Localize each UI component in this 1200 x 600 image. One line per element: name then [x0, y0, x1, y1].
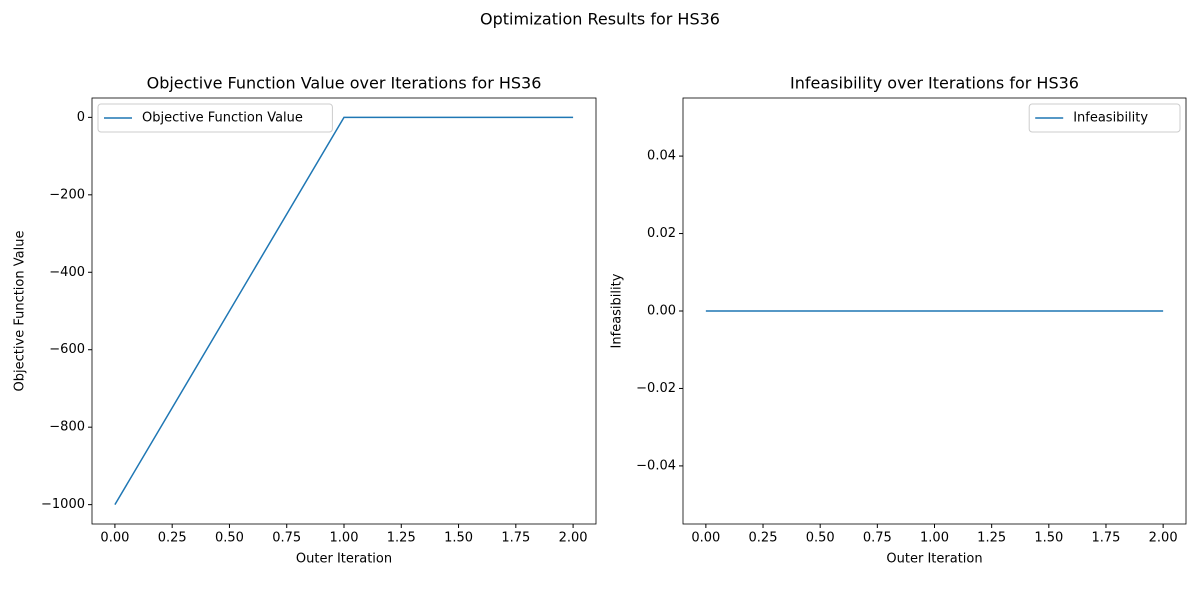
x-tick-label: 1.75 [1092, 531, 1121, 546]
x-tick-label: 0.75 [863, 531, 892, 546]
y-tick-label: −400 [49, 265, 85, 280]
chart-title: Objective Function Value over Iterations… [147, 74, 542, 93]
x-tick-label: 1.00 [920, 531, 949, 546]
x-axis-label: Outer Iteration [296, 552, 392, 567]
x-tick-label: 2.00 [1149, 531, 1178, 546]
y-tick-label: −600 [49, 342, 85, 357]
x-tick-label: 0.00 [691, 531, 720, 546]
y-axis-label: Objective Function Value [13, 231, 28, 392]
y-tick-label: 0 [77, 110, 85, 125]
x-tick-label: 1.50 [1034, 531, 1063, 546]
plot-frame [91, 97, 597, 525]
x-axis-label: Outer Iteration [886, 552, 982, 567]
x-tick-label: 0.25 [158, 531, 187, 546]
figure-title: Optimization Results for HS36 [480, 10, 720, 29]
x-tick-label: 1.00 [330, 531, 359, 546]
legend-box [97, 103, 333, 133]
y-tick-label: −1000 [41, 497, 85, 512]
x-tick-label: 0.00 [100, 531, 129, 546]
series-line [114, 116, 574, 506]
y-tick-label: −0.04 [636, 458, 676, 473]
chart-title: Infeasibility over Iterations for HS36 [790, 74, 1079, 93]
x-tick-label: 1.50 [444, 531, 473, 546]
legend-label: Infeasibility [1073, 111, 1148, 126]
legend-box [1028, 103, 1181, 133]
y-tick-label: 0.04 [647, 149, 676, 164]
y-tick-label: −200 [49, 187, 85, 202]
x-tick-label: 0.25 [749, 531, 778, 546]
x-tick-label: 0.50 [806, 531, 835, 546]
plot-frame [682, 97, 1187, 525]
legend-label: Objective Function Value [142, 111, 303, 126]
y-axis-label: Infeasibility [610, 273, 625, 348]
y-tick-label: −800 [49, 420, 85, 435]
x-tick-label: 1.75 [501, 531, 530, 546]
x-tick-label: 1.25 [387, 531, 416, 546]
x-tick-label: 2.00 [559, 531, 588, 546]
y-tick-label: 0.02 [647, 226, 676, 241]
x-tick-label: 0.75 [272, 531, 301, 546]
y-tick-label: 0.00 [647, 304, 676, 319]
x-tick-label: 1.25 [977, 531, 1006, 546]
x-tick-label: 0.50 [215, 531, 244, 546]
y-tick-label: −0.02 [636, 381, 676, 396]
